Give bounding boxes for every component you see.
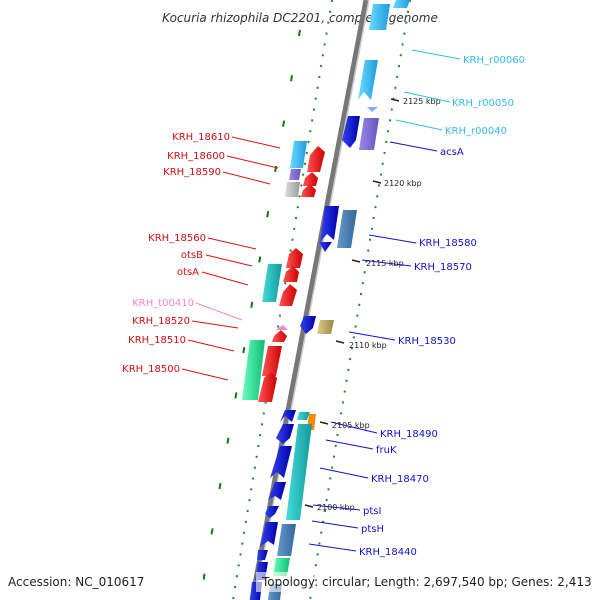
accession-text: Accession: NC_010617 — [8, 575, 144, 589]
label-KRH_18570[interactable]: KRH_18570 — [414, 262, 472, 273]
summary-text: Topology: circular; Length: 2,697,540 bp… — [261, 575, 592, 589]
label-KRH_18510[interactable]: KRH_18510 — [128, 335, 186, 346]
label-KRH_18580[interactable]: KRH_18580 — [419, 238, 477, 249]
tick-2125: 2125 kbp — [403, 97, 441, 106]
gene-ptsI[interactable] — [286, 424, 312, 520]
gene-cyan-top-1[interactable] — [369, 4, 390, 30]
map-title: Kocuria rhizophila DC2201, complete geno… — [162, 11, 438, 25]
outer-dotted-track-right — [309, 0, 411, 600]
label-KRH_18600[interactable]: KRH_18600 — [167, 151, 225, 162]
label-KRH_18490[interactable]: KRH_18490 — [380, 429, 438, 440]
gene-acsA[interactable] — [342, 116, 360, 148]
label-ptsH[interactable]: ptsH — [361, 524, 384, 535]
label-KRH_r00050[interactable]: KRH_r00050 — [452, 98, 514, 109]
gene-18500[interactable] — [242, 340, 265, 400]
label-KRH_18560[interactable]: KRH_18560 — [148, 233, 206, 244]
label-KRH_t00410[interactable]: KRH_t00410 — [132, 298, 194, 309]
backbone-line — [249, 0, 369, 600]
label-KRH_18590[interactable]: KRH_18590 — [163, 167, 221, 178]
label-acsA[interactable]: acsA — [440, 147, 464, 158]
label-KRH_18610[interactable]: KRH_18610 — [172, 132, 230, 143]
label-KRH_r00040[interactable]: KRH_r00040 — [445, 126, 507, 137]
right-labels: KRH_r00060 KRH_r00050 KRH_r00040 acsA KR… — [308, 49, 525, 558]
label-otsB[interactable]: otsB — [181, 250, 203, 261]
gene-18580[interactable] — [320, 206, 339, 242]
label-fruK[interactable]: fruK — [376, 445, 397, 456]
tick-2110: 2110 kbp — [349, 341, 387, 350]
left-labels: KRH_18610 KRH_18600 KRH_18590 KRH_18560 … — [122, 132, 281, 381]
label-KRH_18530[interactable]: KRH_18530 — [398, 336, 456, 347]
tick-2105: 2105 kbp — [332, 421, 370, 430]
label-KRH_18470[interactable]: KRH_18470 — [371, 474, 429, 485]
label-KRH_r00060[interactable]: KRH_r00060 — [463, 55, 525, 66]
label-KRH_18500[interactable]: KRH_18500 — [122, 364, 180, 375]
tick-marks: 2125 kbp 2120 kbp 2115 kbp 2110 kbp 2105… — [304, 97, 441, 512]
gene-r00060[interactable] — [358, 60, 378, 100]
label-KRH_18440[interactable]: KRH_18440 — [359, 547, 417, 558]
label-otsA[interactable]: otsA — [177, 267, 199, 278]
tick-2115: 2115 kbp — [366, 259, 404, 268]
outer-dotted-track-left — [232, 0, 333, 600]
label-ptsI[interactable]: ptsI — [363, 506, 381, 517]
tick-2120: 2120 kbp — [384, 179, 422, 188]
dashed-track — [199, 29, 301, 600]
label-KRH_18520[interactable]: KRH_18520 — [132, 316, 190, 327]
